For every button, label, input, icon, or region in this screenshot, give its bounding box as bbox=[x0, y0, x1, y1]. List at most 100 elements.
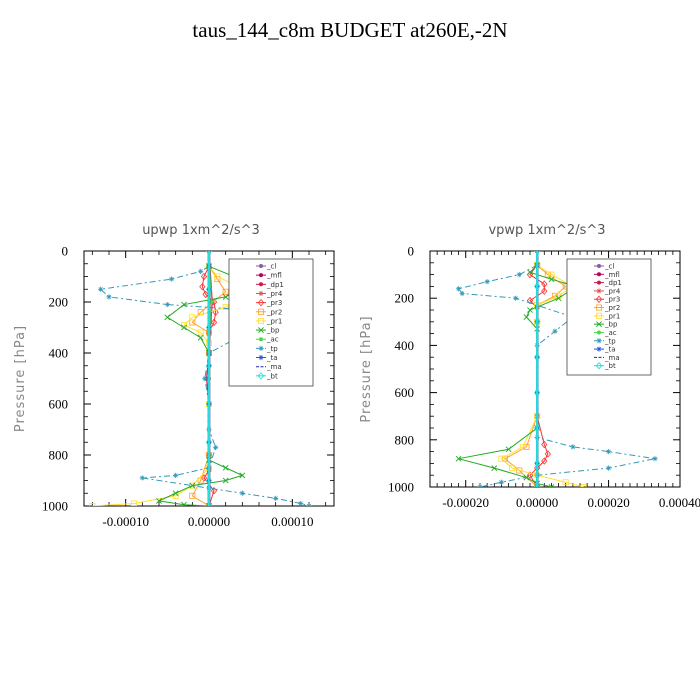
series-point-tp bbox=[198, 268, 204, 274]
legend-box bbox=[566, 258, 652, 376]
series-point-pr1 bbox=[214, 273, 221, 280]
series-point-pr3 bbox=[526, 296, 534, 305]
legend-marker bbox=[259, 273, 263, 278]
series-point-tp bbox=[306, 503, 312, 506]
series-point-tp bbox=[98, 286, 104, 292]
legend-label: _pr3 bbox=[604, 296, 620, 304]
series-point-bp bbox=[222, 464, 229, 471]
series-point-bp bbox=[548, 276, 555, 283]
legend-marker bbox=[597, 264, 601, 268]
series-point-bp bbox=[523, 314, 530, 320]
y-tick-label: 200 bbox=[49, 295, 69, 310]
series-point-pr3 bbox=[200, 272, 208, 281]
legend-label: _ac bbox=[266, 336, 279, 344]
x-tick-label: 0.00000 bbox=[188, 514, 230, 529]
legend-label: _ma bbox=[604, 354, 620, 362]
x-tick-label: 0.00020 bbox=[587, 495, 629, 510]
series-point-tp bbox=[498, 479, 505, 485]
series-point-bt bbox=[534, 282, 541, 291]
series-point-bp bbox=[555, 295, 562, 302]
y-tick-label: 600 bbox=[395, 385, 415, 400]
legend-marker bbox=[257, 372, 265, 380]
legend-label: _dp1 bbox=[266, 281, 284, 289]
legend-marker bbox=[258, 290, 264, 297]
legend-marker bbox=[597, 272, 601, 277]
panel-upwp: upwp 1xm^2/s^3 Pressure [hPa] 0 200 400 600 80… bbox=[13, 223, 335, 529]
legend-marker bbox=[596, 321, 602, 328]
legend-marker bbox=[258, 354, 264, 361]
series-point-tp bbox=[516, 272, 522, 278]
panel-vpwp: vpwp 1xm^2/s^3 Pressure [hPa] 0 200 400 600 80… bbox=[359, 223, 700, 510]
series-point-pr3 bbox=[541, 440, 548, 449]
series-point-bp bbox=[527, 307, 533, 313]
figure-title: taus_144_c8m BUDGET at260E,-2N bbox=[192, 18, 508, 42]
series-point-bp bbox=[455, 455, 462, 462]
y-tick-label: 800 bbox=[395, 432, 415, 447]
series-point-bt bbox=[534, 459, 541, 468]
series-point-pr1 bbox=[519, 443, 526, 450]
series-point-bt bbox=[534, 353, 541, 361]
x-tick-label: 0.00010 bbox=[271, 514, 313, 529]
x-tick-label: -0.00010 bbox=[102, 514, 149, 529]
series-point-pr3 bbox=[541, 287, 548, 295]
legend-marker bbox=[596, 312, 603, 319]
series-line-tp bbox=[99, 265, 310, 506]
legend-label: _ac bbox=[604, 329, 617, 337]
legend-marker bbox=[596, 288, 602, 294]
series-point-pr1 bbox=[498, 455, 505, 462]
y-tick-label: 0 bbox=[408, 244, 415, 259]
legend-marker bbox=[595, 295, 603, 303]
series-point-bt bbox=[205, 323, 213, 332]
legend-marker bbox=[257, 317, 264, 324]
legend-label: _mfl bbox=[604, 271, 620, 279]
y-tick-label: 400 bbox=[49, 346, 69, 361]
series-point-pr3 bbox=[210, 318, 218, 327]
series-point-bp bbox=[181, 501, 187, 506]
series-point-tp bbox=[202, 375, 208, 382]
x-tick-label: -0.00020 bbox=[442, 495, 489, 510]
series-point-bt bbox=[534, 388, 541, 397]
series-point-pr1 bbox=[89, 502, 96, 506]
series-point-tp bbox=[513, 295, 519, 301]
legend-label: _pr2 bbox=[604, 304, 620, 312]
series-point-bp bbox=[181, 324, 187, 331]
series-point-bt bbox=[205, 285, 213, 293]
series-point-bp bbox=[222, 477, 229, 484]
series-point-bt bbox=[205, 400, 213, 408]
legend-label: _pr2 bbox=[266, 308, 282, 316]
series-point-pr3 bbox=[199, 282, 206, 291]
series-point-bt bbox=[534, 483, 541, 487]
series-point-bp bbox=[239, 472, 246, 479]
series-point-pr2 bbox=[189, 492, 196, 499]
series-point-pr1 bbox=[562, 479, 569, 486]
series-point-pr1 bbox=[222, 304, 229, 311]
series-point-bp bbox=[222, 293, 229, 300]
plot-title: upwp 1xm^2/s^3 bbox=[142, 223, 260, 238]
series-point-tp bbox=[239, 490, 245, 496]
series-point-tp bbox=[570, 444, 576, 450]
legend-label: _pr1 bbox=[266, 317, 282, 325]
series-point-bp bbox=[156, 497, 162, 504]
series-point-tp bbox=[459, 290, 465, 297]
series-point-tp bbox=[605, 449, 612, 455]
series-point-bt bbox=[534, 424, 541, 432]
series-point-bt bbox=[534, 318, 541, 326]
series-point-tp bbox=[139, 475, 145, 481]
plot-title: vpwp 1xm^2/s^3 bbox=[488, 223, 605, 238]
series-point-tp bbox=[552, 328, 558, 334]
series-point-tp bbox=[164, 301, 170, 308]
legend-marker bbox=[597, 330, 601, 335]
series-point-pr3 bbox=[202, 290, 209, 299]
series-point-tp bbox=[273, 495, 279, 501]
y-axis-label: Pressure [hPa] bbox=[13, 325, 28, 432]
series-point-bt bbox=[205, 476, 213, 485]
series-point-bp bbox=[189, 482, 196, 489]
legend-label: _tp bbox=[604, 337, 616, 345]
legend-label: _ta bbox=[604, 346, 616, 354]
legend-marker bbox=[257, 308, 264, 315]
legend-label: _pr4 bbox=[604, 287, 621, 295]
series-point-bt bbox=[205, 362, 213, 370]
y-tick-label: 1000 bbox=[42, 499, 68, 514]
series-point-tp bbox=[477, 484, 483, 487]
